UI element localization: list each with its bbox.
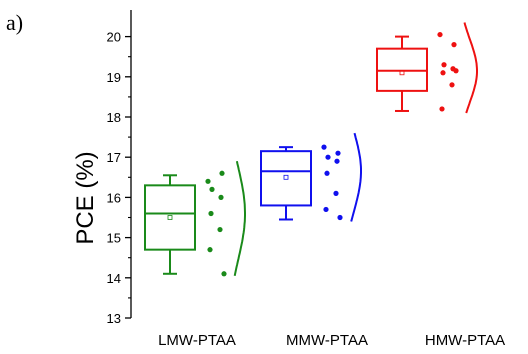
y-tick-label: 15 bbox=[107, 231, 121, 246]
data-point bbox=[219, 170, 225, 176]
panel-label: a) bbox=[6, 10, 23, 35]
distribution-curve bbox=[463, 22, 478, 114]
category-label: HMW-PTAA bbox=[425, 332, 505, 349]
y-tick-label: 20 bbox=[107, 30, 121, 45]
y-tick-label: 19 bbox=[107, 70, 121, 85]
data-point bbox=[205, 178, 211, 184]
data-point bbox=[437, 31, 443, 38]
box-group-3 bbox=[376, 22, 478, 114]
iqr-box bbox=[260, 150, 312, 207]
category-label: MMW-PTAA bbox=[286, 332, 368, 349]
distribution-curve bbox=[350, 132, 362, 222]
y-tick-label: 17 bbox=[107, 150, 121, 165]
data-point bbox=[208, 210, 214, 217]
iqr-box bbox=[376, 47, 428, 92]
data-point bbox=[440, 70, 446, 76]
boxes-layer bbox=[144, 22, 478, 277]
mean-marker bbox=[167, 215, 173, 220]
y-tick-label: 14 bbox=[107, 271, 121, 286]
box-group-2 bbox=[260, 132, 362, 222]
y-axis-title: PCE (%) bbox=[72, 151, 99, 244]
category-label: LMW-PTAA bbox=[158, 332, 236, 349]
data-point bbox=[325, 154, 331, 160]
data-point bbox=[453, 68, 459, 74]
box-group-1 bbox=[144, 160, 246, 277]
y-tick-label: 18 bbox=[107, 110, 121, 125]
data-point bbox=[337, 214, 343, 221]
y-tick-label: 13 bbox=[107, 311, 121, 326]
category-labels: LMW-PTAA MMW-PTAA HMW-PTAA bbox=[158, 332, 505, 349]
data-point bbox=[323, 206, 329, 213]
y-tick-label: 16 bbox=[107, 190, 121, 205]
data-point bbox=[335, 150, 341, 156]
data-point bbox=[217, 226, 223, 233]
data-point bbox=[449, 82, 455, 88]
y-axis-ticks: 13 14 15 16 17 18 19 20 bbox=[107, 30, 131, 326]
mean-marker bbox=[283, 174, 289, 180]
data-point bbox=[209, 186, 215, 192]
distribution-curve bbox=[233, 160, 246, 277]
mean-marker bbox=[399, 70, 405, 76]
data-point bbox=[221, 271, 227, 277]
data-point bbox=[207, 247, 213, 253]
data-point bbox=[324, 170, 330, 176]
iqr-box bbox=[144, 184, 196, 251]
data-point bbox=[333, 190, 339, 196]
data-point bbox=[334, 158, 340, 164]
data-point bbox=[441, 62, 447, 68]
data-point bbox=[321, 144, 327, 150]
data-point bbox=[451, 42, 457, 48]
data-point bbox=[218, 194, 224, 200]
data-point bbox=[439, 106, 445, 112]
